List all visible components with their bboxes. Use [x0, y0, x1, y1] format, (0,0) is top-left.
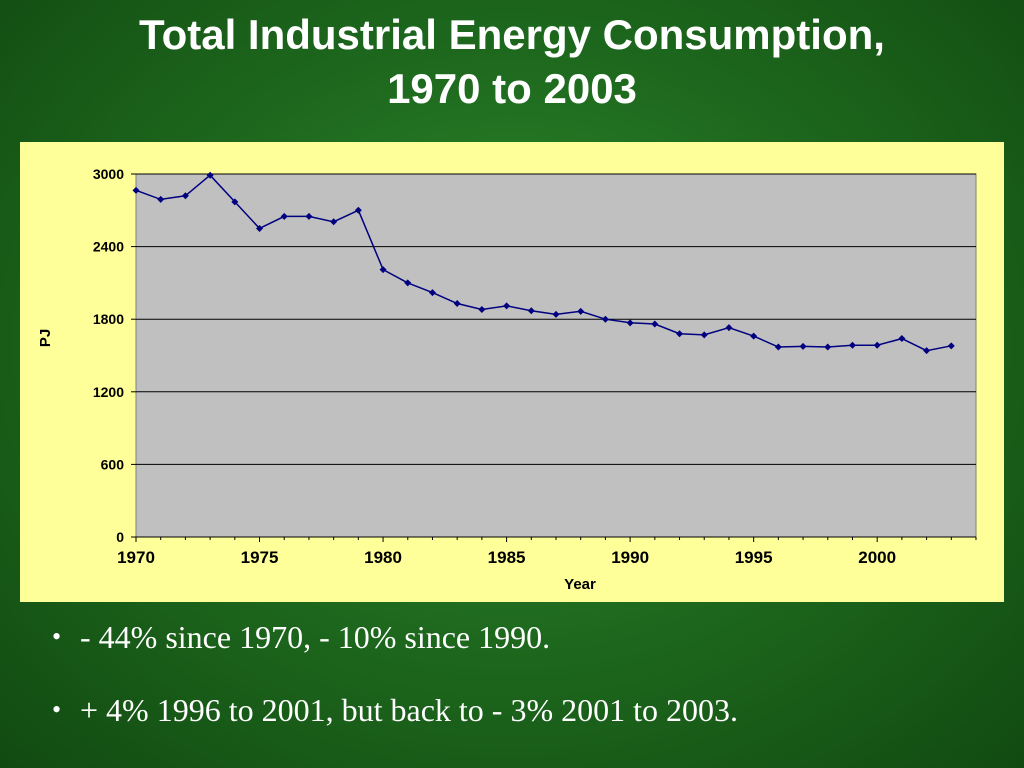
data-point [231, 198, 239, 206]
data-point [725, 324, 733, 332]
data-point [354, 206, 362, 214]
data-point [330, 218, 338, 226]
data-point [676, 330, 684, 338]
y-axis-label: PJ [37, 329, 54, 347]
y-tick-label: 3000 [93, 166, 124, 182]
data-point [774, 343, 782, 351]
plot-area [135, 173, 977, 538]
x-tick-label: 1985 [488, 548, 526, 567]
x-tick-labels: 1970 1975 1980 1985 1990 1995 2000 [117, 548, 896, 567]
bullet-icon: • [52, 622, 62, 651]
data-point [601, 315, 609, 323]
x-tick-label: 1995 [735, 548, 773, 567]
x-axis-label: Year [564, 576, 596, 593]
data-point [157, 195, 165, 203]
series-line [135, 174, 952, 352]
y-tick-labels: 0 600 1200 1800 2400 3000 [93, 166, 124, 545]
title-line-1: Total Industrial Energy Consumption, [139, 11, 885, 58]
data-point [280, 212, 288, 220]
x-tick-label: 1990 [611, 548, 649, 567]
x-tick-label: 1970 [117, 548, 155, 567]
data-point [503, 302, 511, 310]
data-point [947, 342, 955, 350]
bullet-list: • - 44% since 1970, - 10% since 1990. • … [52, 618, 738, 764]
data-point [552, 310, 560, 318]
gridlines [131, 173, 977, 542]
y-tick-label: 600 [101, 456, 125, 472]
title-line-2: 1970 to 2003 [387, 65, 637, 112]
line-chart: 0 600 1200 1800 2400 3000 1970 1975 1980 1985 199… [37, 166, 977, 593]
bullet-item: • - 44% since 1970, - 10% since 1990. [52, 618, 738, 656]
data-point [305, 212, 313, 220]
data-point [132, 186, 140, 194]
bullet-text: + 4% 1996 to 2001, but back to - 3% 2001… [80, 692, 738, 728]
data-point [700, 331, 708, 339]
data-point [428, 289, 436, 297]
slide-title: Total Industrial Energy Consumption, 197… [0, 8, 1024, 116]
x-tick-label: 1975 [241, 548, 279, 567]
data-point [898, 335, 906, 343]
bullet-icon: • [52, 695, 62, 724]
data-point [923, 347, 931, 355]
data-point [404, 279, 412, 287]
data-point [651, 320, 659, 328]
data-point [626, 319, 634, 327]
x-tick-label: 1980 [364, 548, 402, 567]
data-point [824, 343, 832, 351]
x-tick-label: 2000 [858, 548, 896, 567]
data-point [256, 224, 264, 232]
data-point [181, 192, 189, 200]
bullet-text: - 44% since 1970, - 10% since 1990. [80, 619, 551, 655]
data-point [799, 342, 807, 350]
data-point [379, 266, 387, 274]
data-point [206, 171, 214, 179]
data-point [577, 307, 585, 315]
bullet-item: • + 4% 1996 to 2001, but back to - 3% 20… [52, 691, 738, 729]
series-layer [132, 171, 955, 355]
y-tick-label: 1200 [93, 384, 124, 400]
data-point [453, 299, 461, 307]
data-point [478, 306, 486, 314]
data-point [527, 307, 535, 315]
data-point [848, 341, 856, 349]
y-tick-label: 0 [116, 529, 124, 545]
y-tick-label: 2400 [93, 239, 124, 255]
chart-panel: 0 600 1200 1800 2400 3000 1970 1975 1980 1985 199… [20, 142, 1004, 602]
data-point [873, 341, 881, 349]
data-point [750, 332, 758, 340]
y-tick-label: 1800 [93, 311, 124, 327]
